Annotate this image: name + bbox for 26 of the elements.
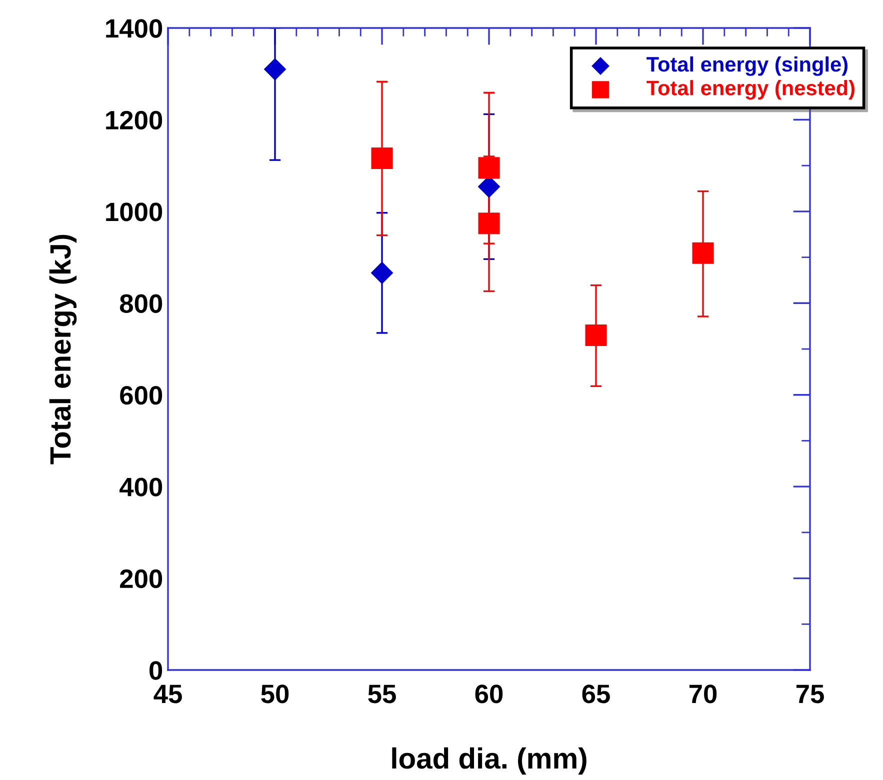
x-tick-label: 60	[475, 684, 503, 704]
y-tick-label: 1400	[106, 19, 162, 38]
legend-label: Total energy (single)	[646, 56, 848, 76]
point	[478, 157, 500, 179]
y-axis-title: Total energy (kJ)	[49, 234, 77, 464]
y-tick-label: 400	[120, 478, 162, 496]
x-tick-label: 70	[689, 684, 717, 704]
point	[692, 242, 714, 264]
point	[371, 147, 393, 169]
x-tick-label: 50	[261, 684, 289, 704]
x-tick-label: 55	[368, 684, 396, 704]
y-tick-label: 800	[120, 294, 162, 313]
x-tick-label: 65	[582, 684, 610, 704]
point	[264, 58, 286, 80]
legend-label: Total energy (nested)	[646, 80, 854, 100]
y-tick-label: 1000	[106, 202, 162, 222]
y-tick-label: 600	[120, 386, 162, 405]
y-tick-label: 0	[150, 661, 162, 680]
y-tick-label: 200	[120, 569, 162, 588]
point	[585, 324, 607, 346]
x-tick-label: 75	[796, 684, 824, 704]
x-axis-title: load dia. (mm)	[392, 747, 586, 775]
x-tick-label: 45	[154, 684, 182, 704]
point	[478, 212, 500, 234]
point	[370, 262, 394, 284]
y-tick-label: 1200	[106, 110, 162, 130]
